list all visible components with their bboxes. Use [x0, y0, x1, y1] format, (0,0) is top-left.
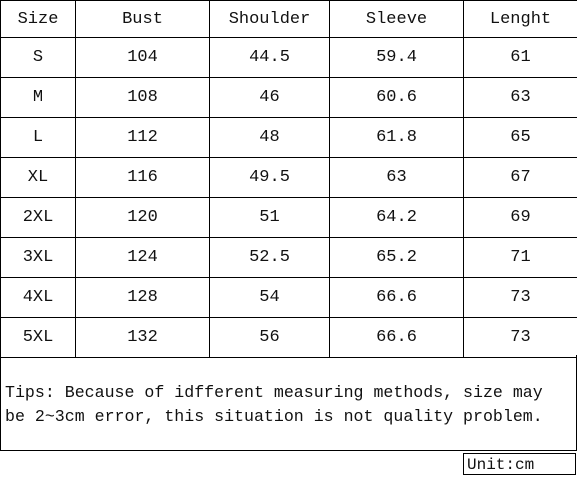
- table-cell: 48: [209, 117, 330, 158]
- table-row: XL 116 49.5 63 67: [0, 157, 577, 198]
- table-cell: 63: [463, 77, 577, 118]
- tips-box: Tips: Because of idfferent measuring met…: [0, 355, 577, 451]
- table-cell: 51: [209, 197, 330, 238]
- table-cell: XL: [0, 157, 76, 198]
- header-row: Size Bust Shoulder Sleeve Lenght: [0, 0, 577, 38]
- table-cell: 120: [75, 197, 210, 238]
- table-cell: 112: [75, 117, 210, 158]
- table-cell: 66.6: [329, 317, 464, 358]
- table-cell: 65.2: [329, 237, 464, 278]
- table-row: 3XL 124 52.5 65.2 71: [0, 237, 577, 278]
- table-row: M 108 46 60.6 63: [0, 77, 577, 118]
- header-cell: Lenght: [463, 0, 577, 38]
- table-cell: 52.5: [209, 237, 330, 278]
- table-cell: 132: [75, 317, 210, 358]
- table-cell: 44.5: [209, 37, 330, 78]
- table-cell: 71: [463, 237, 577, 278]
- table-cell: 69: [463, 197, 577, 238]
- table-cell: 60.6: [329, 77, 464, 118]
- table-cell: L: [0, 117, 76, 158]
- table-cell: 46: [209, 77, 330, 118]
- table-cell: 61: [463, 37, 577, 78]
- table-cell: 104: [75, 37, 210, 78]
- table-cell: 3XL: [0, 237, 76, 278]
- table-cell: 2XL: [0, 197, 76, 238]
- table-row: 4XL 128 54 66.6 73: [0, 277, 577, 318]
- table-cell: 54: [209, 277, 330, 318]
- header-cell: Bust: [75, 0, 210, 38]
- tips-line: be 2~3cm error, this situation is not qu…: [5, 407, 543, 426]
- table-cell: 116: [75, 157, 210, 198]
- table-cell: 65: [463, 117, 577, 158]
- table-cell: 59.4: [329, 37, 464, 78]
- table-cell: 73: [463, 317, 577, 358]
- table-cell: 67: [463, 157, 577, 198]
- unit-label: Unit:cm: [463, 453, 576, 475]
- tips-line: Tips: Because of idfferent measuring met…: [5, 383, 543, 402]
- table-cell: 64.2: [329, 197, 464, 238]
- table-cell: M: [0, 77, 76, 118]
- table-cell: 128: [75, 277, 210, 318]
- header-cell: Shoulder: [209, 0, 330, 38]
- table-cell: 4XL: [0, 277, 76, 318]
- table-cell: 5XL: [0, 317, 76, 358]
- table-cell: 108: [75, 77, 210, 118]
- table-cell: S: [0, 37, 76, 78]
- table-row: S 104 44.5 59.4 61: [0, 37, 577, 78]
- table-cell: 66.6: [329, 277, 464, 318]
- table-cell: 63: [329, 157, 464, 198]
- table-row: 5XL 132 56 66.6 73: [0, 317, 577, 358]
- table-cell: 73: [463, 277, 577, 318]
- header-cell: Size: [0, 0, 76, 38]
- table-row: 2XL 120 51 64.2 69: [0, 197, 577, 238]
- table-cell: 49.5: [209, 157, 330, 198]
- table-cell: 61.8: [329, 117, 464, 158]
- header-cell: Sleeve: [329, 0, 464, 38]
- table-cell: 56: [209, 317, 330, 358]
- size-table: Size Bust Shoulder Sleeve Lenght S 104 44.5 59.4…: [0, 0, 577, 358]
- table-cell: 124: [75, 237, 210, 278]
- table-body: Size Bust Shoulder Sleeve Lenght S 104 44.5 59.4…: [0, 0, 577, 358]
- table-row: L 112 48 61.8 65: [0, 117, 577, 158]
